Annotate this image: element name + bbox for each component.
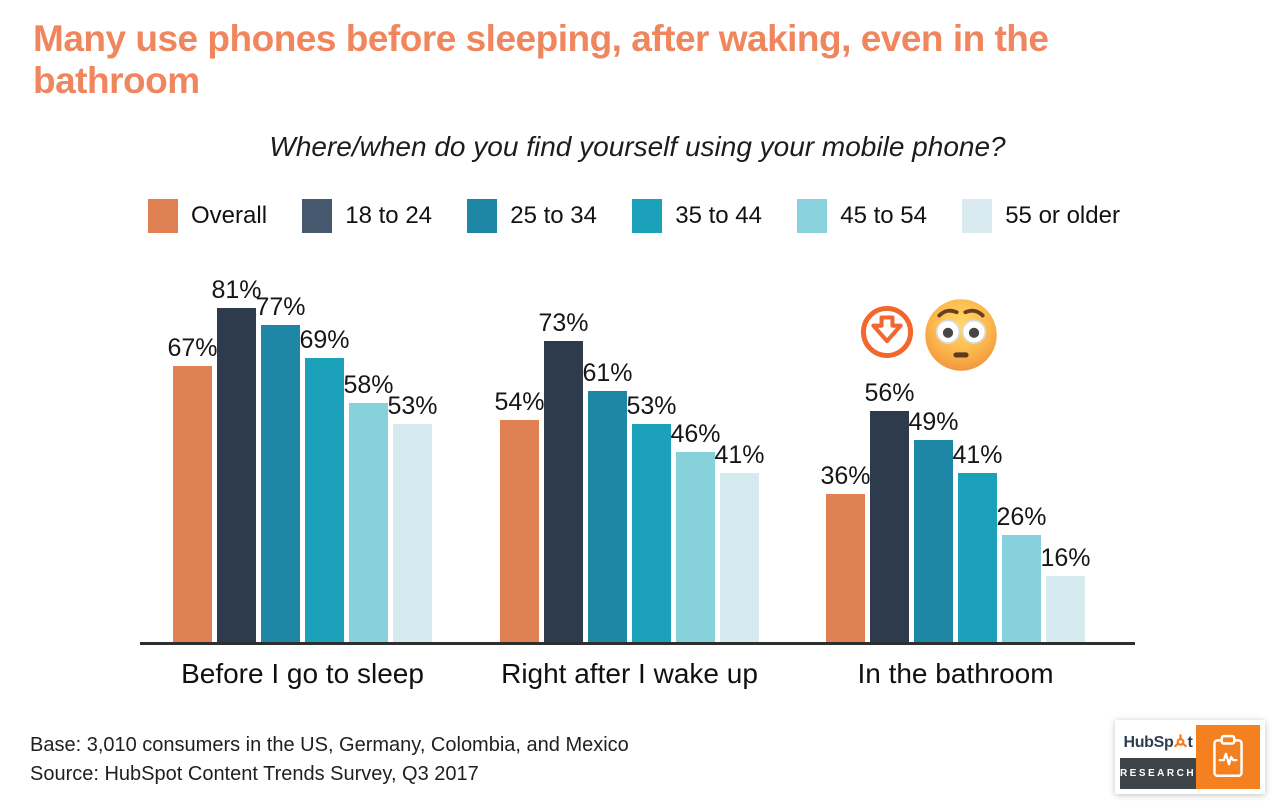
circled-down-arrow-icon (858, 303, 916, 366)
bar-35-to-44: 69% (299, 326, 350, 642)
logo-left-column: HubSp t RESEARCH (1120, 728, 1196, 789)
category-label-1: Before I go to sleep (181, 658, 424, 689)
legend-swatch (632, 199, 663, 233)
bar-item: 69% (299, 265, 350, 642)
page-title-line2: bathroom (33, 59, 200, 101)
category-label-3: In the bathroom (857, 658, 1054, 689)
bar-value-label: 41% (952, 441, 1003, 469)
bar-value-label: 58% (343, 371, 394, 399)
bar-35-to-44: 53% (626, 392, 677, 642)
bar-18-to-24: 81% (211, 276, 262, 642)
page-title-line1: Many use phones before sleeping, after w… (33, 18, 1049, 59)
legend-item-2: 18 to 24 (302, 199, 432, 233)
footer-source-note: Source: HubSpot Content Trends Survey, Q… (30, 763, 479, 785)
bar-25-to-34: 49% (908, 408, 959, 642)
hubspot-research-logo: HubSp t RESEARCH (1115, 720, 1265, 794)
legend-label: 35 to 44 (675, 202, 762, 229)
bar-value-label: 73% (538, 309, 589, 337)
bar-item: 73% (538, 265, 589, 642)
research-label-box: RESEARCH (1120, 758, 1196, 789)
bar-overall: 54% (494, 388, 545, 642)
bar-item: 41% (714, 265, 765, 642)
bar-value-label: 26% (996, 503, 1047, 531)
bar-item: 49% (908, 265, 959, 642)
bar-value-label: 77% (255, 293, 306, 321)
bar-item: 54% (494, 265, 545, 642)
sprocket-icon (1174, 733, 1187, 753)
legend-item-5: 45 to 54 (797, 199, 927, 233)
flushed-face-emoji (922, 296, 1000, 379)
legend-swatch (797, 199, 828, 233)
bar-item: 67% (167, 265, 218, 642)
bar-value-label: 53% (387, 392, 438, 420)
bar-value-label: 49% (908, 408, 959, 436)
legend-item-6: 55 or older (962, 199, 1120, 233)
bar-item: 58% (343, 265, 394, 642)
footer-notes: Base: 3,010 consumers in the US, Germany… (30, 731, 629, 789)
bar-overall: 67% (167, 334, 218, 642)
bar-item: 46% (670, 265, 721, 642)
bar-value-label: 54% (494, 388, 545, 416)
bar-25-to-34: 77% (255, 293, 306, 642)
bar-25-to-34: 61% (582, 359, 633, 642)
legend-label: 25 to 34 (510, 202, 597, 229)
bar-item: 16% (1040, 265, 1091, 642)
footer-base-note: Base: 3,010 consumers in the US, Germany… (30, 734, 629, 756)
bar-value-label: 81% (211, 276, 262, 304)
chart-question-subtitle: Where/when do you find yourself using yo… (269, 131, 1006, 162)
legend-label: 18 to 24 (345, 202, 433, 229)
bar-value-label: 53% (626, 392, 677, 420)
bar-item: 53% (626, 265, 677, 642)
bar-item: 41% (952, 265, 1003, 642)
chart-plot: 67% 81% 77% 69% 58% 53% 54% 73% 61% 53% 46% 41% 36% 5… (140, 265, 1135, 645)
bar-45-to-54: 46% (670, 420, 721, 642)
category-labels: Before I go to sleep Right after I wake u… (140, 658, 1135, 698)
bar-item: 81% (211, 265, 262, 642)
bar-item: 77% (255, 265, 306, 642)
bar-item: 61% (582, 265, 633, 642)
legend-swatch (302, 199, 333, 233)
bar-value-label: 16% (1040, 544, 1091, 572)
bar-55-or-older: 16% (1040, 544, 1091, 642)
legend-label: 55 or older (1005, 202, 1120, 229)
legend-item-1: Overall (148, 199, 267, 233)
hubspot-wordmark: HubSp t (1120, 728, 1196, 758)
category-label-2: Right after I wake up (501, 658, 758, 689)
legend-swatch (962, 199, 993, 233)
bar-45-to-54: 26% (996, 503, 1047, 642)
clipboard-pulse-icon (1196, 725, 1260, 789)
bar-value-label: 36% (820, 462, 871, 490)
bar-55-or-older: 53% (387, 392, 438, 642)
legend-label: Overall (191, 202, 268, 229)
hubspot-wordmark-pre: HubSp (1123, 734, 1174, 751)
legend-item-4: 35 to 44 (632, 199, 762, 233)
bar-group-2: 54% 73% 61% 53% 46% 41% (494, 265, 765, 642)
bar-value-label: 41% (714, 441, 765, 469)
bar-18-to-24: 56% (864, 379, 915, 642)
chart-legend: Overall 18 to 24 25 to 34 35 to 44 45 to 54 5… (148, 199, 1120, 233)
hubspot-wordmark-post: t (1187, 734, 1193, 751)
legend-swatch (467, 199, 498, 233)
bar-value-label: 67% (167, 334, 218, 362)
bar-value-label: 61% (582, 359, 633, 387)
bar-45-to-54: 58% (343, 371, 394, 642)
bar-item: 56% (864, 265, 915, 642)
bar-item: 26% (996, 265, 1047, 642)
bar-55-or-older: 41% (714, 441, 765, 642)
legend-item-3: 25 to 34 (467, 199, 597, 233)
bar-value-label: 69% (299, 326, 350, 354)
bar-value-label: 46% (670, 420, 721, 448)
bar-value-label: 56% (864, 379, 915, 407)
legend-label: 45 to 54 (840, 202, 927, 229)
bar-item: 53% (387, 265, 438, 642)
bar-overall: 36% (820, 462, 871, 642)
bar-35-to-44: 41% (952, 441, 1003, 642)
legend-swatch (148, 199, 178, 233)
bar-item: 36% (820, 265, 871, 642)
bar-group-3: 36% 56% 49% 41% 26% 16% (820, 265, 1091, 642)
bar-group-1: 67% 81% 77% 69% 58% 53% (167, 265, 438, 642)
page-title: Many use phones before sleeping, after w… (33, 18, 1233, 102)
bar-18-to-24: 73% (538, 309, 589, 642)
